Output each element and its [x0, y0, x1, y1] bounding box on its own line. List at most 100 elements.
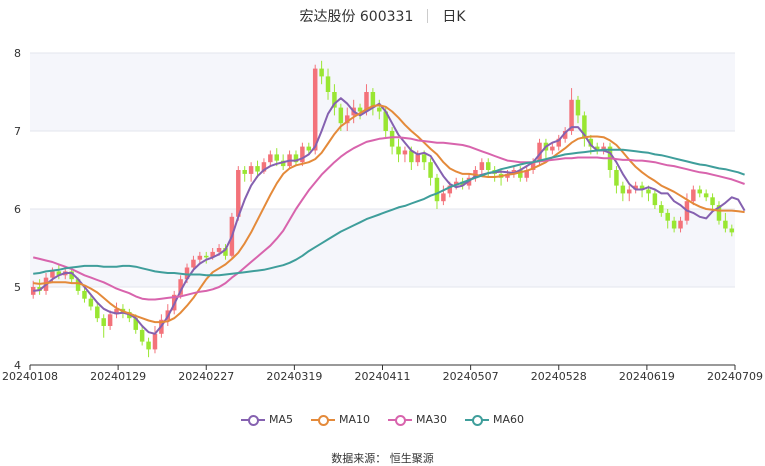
candle-body	[402, 150, 408, 155]
candle-body	[665, 212, 670, 221]
y-tick-label: 8	[14, 47, 21, 60]
x-tick-label: 20240528	[531, 370, 587, 383]
candle-body	[601, 146, 606, 151]
candle-body	[594, 146, 600, 151]
candle-body	[396, 146, 401, 155]
candle-body	[639, 185, 645, 190]
candle-body	[274, 154, 279, 161]
candle-body	[223, 248, 228, 256]
candle-body	[184, 267, 190, 280]
legend-item-ma60[interactable]: MA60	[465, 413, 524, 426]
candle-body	[537, 142, 542, 163]
y-tick-label: 5	[14, 281, 21, 294]
candle-body	[716, 205, 722, 221]
title-divider	[427, 9, 429, 23]
legend-ma5-icon	[240, 414, 265, 426]
candle-body	[101, 318, 106, 326]
candle-body	[56, 271, 62, 276]
candle-body	[421, 154, 427, 163]
grid-band	[30, 209, 735, 287]
y-tick-label: 4	[14, 359, 21, 372]
legend-item-ma5[interactable]: MA5	[240, 413, 293, 426]
candle-body	[364, 92, 369, 112]
candle-body	[505, 173, 510, 178]
legend-ma10-icon	[310, 414, 335, 426]
legend-ma5-label: MA5	[268, 413, 293, 426]
candle-body	[95, 306, 100, 319]
legend-item-ma10[interactable]: MA10	[310, 413, 370, 426]
candle-body	[518, 170, 523, 178]
candle-body	[428, 162, 433, 178]
candle-body	[82, 290, 87, 299]
legend-ma60-label: MA60	[493, 413, 525, 426]
candle-body	[133, 318, 138, 330]
candle-body	[703, 193, 709, 198]
legend-ma60-icon	[465, 414, 490, 426]
candle-body	[332, 92, 337, 108]
x-tick-label: 20240709	[707, 370, 763, 383]
y-tick-label: 7	[14, 125, 21, 138]
x-tick-label: 20240411	[355, 370, 411, 383]
x-tick-label: 20240129	[90, 370, 146, 383]
ma-line-ma5	[33, 97, 746, 335]
x-tick-label: 20240507	[443, 370, 499, 383]
candle-body	[415, 154, 420, 163]
ma-line-ma60	[33, 148, 745, 277]
candle-body	[191, 259, 196, 268]
candle-body	[242, 170, 247, 174]
candle-body	[75, 279, 81, 291]
candle-body	[210, 251, 215, 258]
legend-ma30-icon	[388, 414, 412, 426]
candle-body	[588, 138, 594, 147]
candle-body	[524, 170, 529, 178]
candle-body	[312, 68, 318, 151]
data-source: 数据来源： 恒生聚源	[331, 452, 434, 465]
y-tick-label: 6	[14, 203, 21, 216]
legend-ma30-label: MA30	[416, 413, 448, 426]
candle-body	[447, 185, 453, 194]
candle-body	[300, 146, 305, 163]
candle-body	[197, 255, 203, 260]
candle-body	[236, 170, 241, 217]
candle-body	[652, 193, 658, 206]
candle-body	[204, 255, 209, 258]
candle-body	[486, 162, 491, 170]
candle-body	[325, 76, 331, 92]
candle-body	[178, 279, 183, 295]
legend-item-ma30[interactable]: MA30	[388, 413, 447, 426]
chart-legend: MA5 MA10 MA30 MA60	[0, 413, 765, 426]
candle-body	[389, 131, 395, 147]
candle-body	[633, 185, 638, 190]
candle-body	[550, 146, 555, 151]
candle-body	[620, 185, 626, 194]
x-tick-label: 20240108	[2, 370, 58, 383]
candle-body	[453, 181, 459, 186]
ma-line-ma10	[33, 104, 745, 324]
candle-body	[479, 162, 485, 170]
candle-body	[370, 92, 376, 108]
candle-body	[268, 154, 273, 163]
candle-body	[460, 181, 465, 186]
candle-body	[627, 189, 632, 194]
ma-line-ma30	[32, 136, 745, 301]
candle-body	[152, 333, 158, 350]
candle-body	[659, 205, 664, 213]
candle-body	[409, 150, 414, 163]
candle-body	[107, 314, 113, 326]
candle-body	[377, 107, 382, 112]
candle-body	[530, 162, 536, 170]
candle-body	[357, 107, 363, 112]
candle-body	[338, 107, 344, 124]
candle-body	[383, 111, 388, 131]
candle-body	[678, 220, 683, 229]
candle-body	[646, 189, 651, 194]
candle-body	[293, 154, 299, 163]
candle-body	[306, 146, 312, 151]
candle-body	[723, 220, 728, 229]
candle-body	[255, 166, 260, 172]
candle-body	[280, 160, 286, 167]
candle-body	[441, 193, 446, 202]
candle-body	[248, 166, 254, 174]
candle-body	[50, 271, 55, 278]
period-label: 日K	[442, 9, 466, 25]
